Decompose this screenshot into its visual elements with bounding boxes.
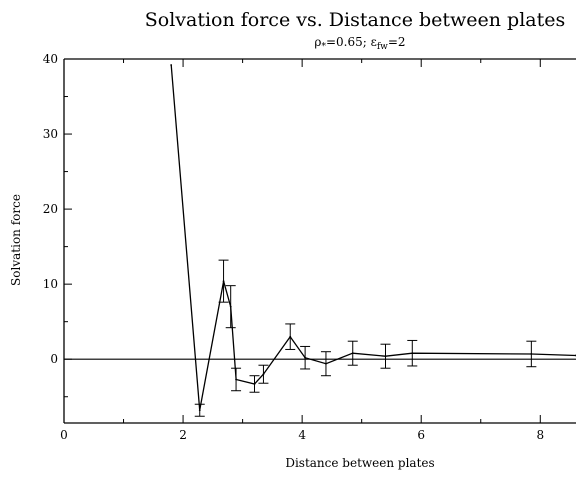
chart-subtitle: ρ*=0.65; εfw=2 xyxy=(314,35,405,52)
chart-title: Solvation force vs. Distance between pla… xyxy=(145,9,566,31)
x-axis-label: Distance between plates xyxy=(285,456,434,470)
y-tick-label: 30 xyxy=(43,127,58,141)
subtitle-epsilon: ε xyxy=(371,35,377,49)
subtitle-epsilon-value: =2 xyxy=(388,35,406,49)
y-tick-label: 20 xyxy=(43,202,58,216)
data-point xyxy=(170,64,173,66)
y-tick-label: 40 xyxy=(43,52,58,66)
y-axis-label: Solvation force xyxy=(9,194,23,286)
x-tick-label: 4 xyxy=(298,428,306,442)
x-tick-label: 8 xyxy=(536,428,544,442)
plot-area: 0 10 20 30 40 0 2 4 6 8 xyxy=(43,52,576,442)
x-tick-label: 6 xyxy=(417,428,425,442)
subtitle-epsilon-subscript: fw xyxy=(377,42,388,52)
subtitle-rho: ρ xyxy=(314,35,321,49)
subtitle-rho-value: =0.65; xyxy=(326,35,371,49)
series-line xyxy=(170,64,576,411)
x-tick-label: 0 xyxy=(60,428,68,442)
x-tick-label: 2 xyxy=(179,428,187,442)
y-tick-label: 10 xyxy=(43,277,58,291)
y-tick-label: 0 xyxy=(50,352,58,366)
subtitle-rho-subscript: * xyxy=(321,42,326,52)
